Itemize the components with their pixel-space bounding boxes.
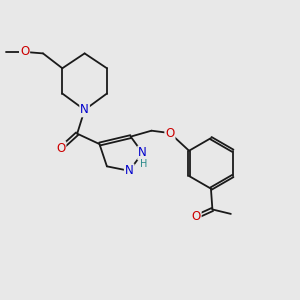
Text: O: O [20,45,29,58]
Text: O: O [56,142,65,155]
Text: N: N [138,146,147,160]
Text: H: H [140,159,148,169]
Text: N: N [125,164,134,177]
Text: O: O [191,210,201,224]
Text: N: N [80,103,89,116]
Text: O: O [165,127,175,140]
